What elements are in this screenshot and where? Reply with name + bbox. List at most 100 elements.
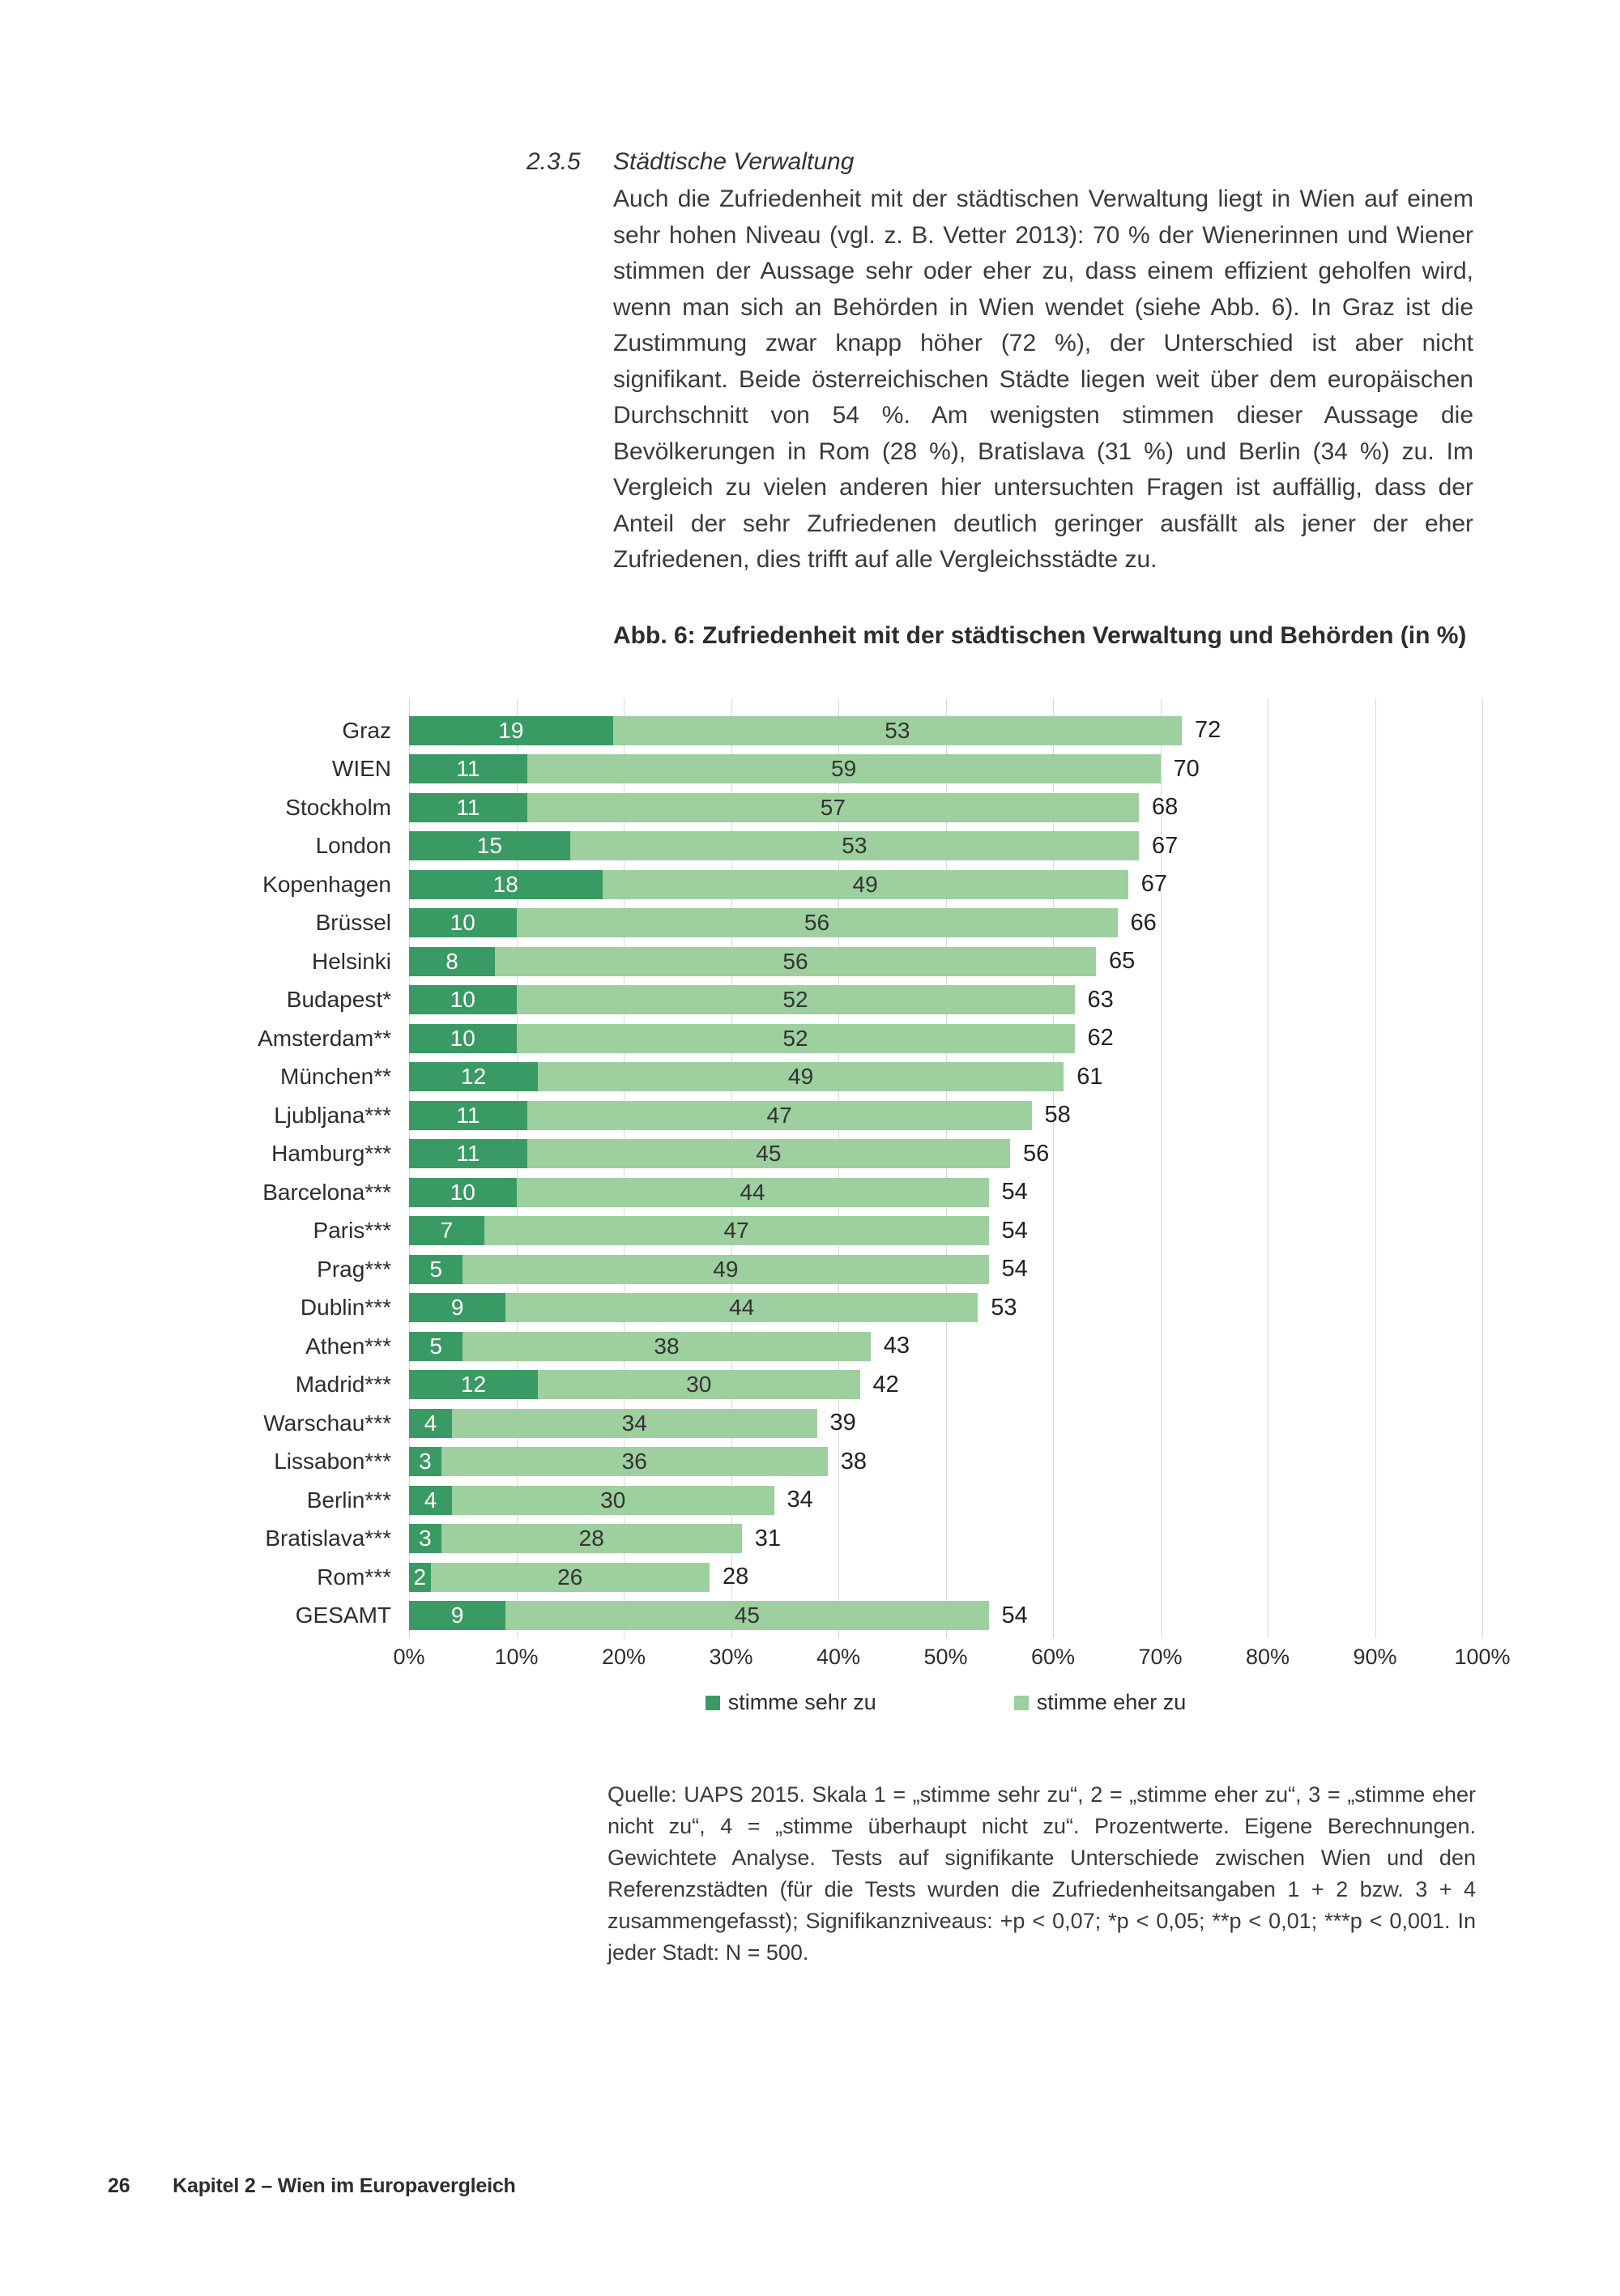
segment-stimme-sehr-zu: 4 xyxy=(409,1485,452,1515)
category-label: Ljubljana*** xyxy=(274,1102,391,1128)
chart-row: Brüssel 10 56 66 xyxy=(316,904,1482,943)
bar-track: 4 30 34 xyxy=(409,1485,1482,1515)
legend-label: stimme eher zu xyxy=(1036,1690,1187,1714)
x-tick-label: 30% xyxy=(709,1645,753,1669)
segment-stimme-sehr-zu: 10 xyxy=(409,1177,517,1207)
segment-stimme-sehr-zu: 11 xyxy=(409,1139,527,1169)
segment-stimme-sehr-zu: 7 xyxy=(409,1216,484,1246)
segment-stimme-eher-zu: 52 xyxy=(516,985,1075,1015)
segment-value: 56 xyxy=(782,948,808,974)
bar-track: 18 49 67 xyxy=(409,869,1482,899)
chart-row: GESAMT 9 45 54 xyxy=(296,1597,1482,1636)
total-label: 58 xyxy=(1044,1102,1071,1129)
segment-stimme-eher-zu: 26 xyxy=(430,1562,710,1592)
category-label: London xyxy=(315,833,391,859)
segment-stimme-eher-zu: 53 xyxy=(569,831,1139,861)
segment-stimme-sehr-zu: 8 xyxy=(409,946,495,976)
segment-value: 19 xyxy=(498,717,524,743)
category-label: München** xyxy=(280,1064,391,1090)
chart-row: Rom*** 2 26 28 xyxy=(317,1558,1482,1597)
segment-value: 47 xyxy=(723,1218,749,1244)
bar-track: 15 53 67 xyxy=(409,831,1482,861)
x-tick-label: 50% xyxy=(923,1645,968,1669)
segment-value: 38 xyxy=(654,1333,680,1359)
segment-value: 30 xyxy=(686,1372,712,1398)
chart-row: Kopenhagen 18 49 67 xyxy=(262,865,1482,904)
category-label: Madrid*** xyxy=(295,1372,391,1398)
segment-value: 49 xyxy=(788,1064,814,1090)
category-label: Rom*** xyxy=(317,1564,391,1590)
x-tick-label: 10% xyxy=(494,1645,539,1669)
segment-value: 53 xyxy=(885,717,910,743)
total-label: 39 xyxy=(829,1410,856,1436)
gridline xyxy=(1160,698,1162,1638)
x-tick-label: 90% xyxy=(1353,1645,1397,1669)
chart-legend: stimme sehr zu stimme eher zu xyxy=(409,1690,1482,1715)
bar-track: 11 45 56 xyxy=(409,1139,1482,1169)
segment-value: 44 xyxy=(740,1179,765,1205)
segment-stimme-eher-zu: 30 xyxy=(538,1370,860,1400)
segment-stimme-sehr-zu: 5 xyxy=(409,1331,463,1361)
bar-track: 5 38 43 xyxy=(409,1331,1482,1361)
segment-value: 57 xyxy=(820,794,846,820)
segment-value: 49 xyxy=(713,1256,739,1282)
legend-item: stimme eher zu xyxy=(1013,1690,1187,1715)
segment-stimme-sehr-zu: 19 xyxy=(409,715,613,745)
chart-plot-area: Graz 19 53 72 WIEN 11 59 70 Stockholm 11 57 68 Londo… xyxy=(258,698,1483,1638)
chart-row: Hamburg*** 11 45 56 xyxy=(271,1135,1482,1174)
bar-track: 11 47 58 xyxy=(409,1100,1482,1130)
x-tick-label: 80% xyxy=(1245,1645,1290,1669)
bar-track: 11 57 68 xyxy=(409,792,1482,822)
chart-row: Bratislava*** 3 28 31 xyxy=(265,1520,1482,1559)
segment-stimme-sehr-zu: 9 xyxy=(409,1293,506,1323)
chart-row: Budapest* 10 52 63 xyxy=(287,981,1482,1020)
category-label: Hamburg*** xyxy=(271,1141,391,1167)
segment-value: 4 xyxy=(424,1410,437,1436)
legend-swatch xyxy=(705,1695,720,1710)
total-label: 70 xyxy=(1173,755,1200,782)
segment-stimme-eher-zu: 47 xyxy=(526,1100,1032,1130)
total-label: 54 xyxy=(1001,1602,1028,1628)
total-label: 42 xyxy=(872,1371,899,1398)
x-tick-label: 0% xyxy=(393,1645,425,1669)
chart-row: London 15 53 67 xyxy=(316,827,1482,866)
segment-value: 44 xyxy=(729,1295,755,1321)
chapter-title: Kapitel 2 – Wien im Europavergleich xyxy=(173,2174,516,2197)
bar-track: 3 28 31 xyxy=(409,1524,1482,1554)
segment-stimme-eher-zu: 38 xyxy=(463,1331,871,1361)
figure-title: Abb. 6: Zufriedenheit mit der städtische… xyxy=(613,622,1467,649)
category-label: Berlin*** xyxy=(306,1487,391,1513)
category-label: Lissabon*** xyxy=(274,1449,391,1474)
total-label: 28 xyxy=(723,1564,749,1590)
segment-stimme-eher-zu: 28 xyxy=(441,1524,742,1554)
chart-row: Berlin*** 4 30 34 xyxy=(307,1481,1482,1520)
segment-stimme-sehr-zu: 9 xyxy=(409,1601,506,1631)
category-label: WIEN xyxy=(331,756,391,782)
segment-value: 30 xyxy=(600,1487,626,1513)
segment-value: 47 xyxy=(766,1102,792,1128)
segment-stimme-sehr-zu: 5 xyxy=(409,1254,463,1284)
bar-track: 10 44 54 xyxy=(409,1177,1482,1207)
total-label: 53 xyxy=(991,1294,1017,1321)
total-label: 54 xyxy=(1001,1179,1028,1206)
x-tick-label: 70% xyxy=(1138,1645,1183,1669)
total-label: 34 xyxy=(787,1487,813,1513)
chart-row: WIEN 11 59 70 xyxy=(332,750,1482,789)
segment-value: 11 xyxy=(456,1102,480,1128)
bar-track: 7 47 54 xyxy=(409,1216,1482,1246)
total-label: 56 xyxy=(1023,1140,1050,1167)
chart-row: Athen*** 5 38 43 xyxy=(305,1327,1482,1366)
category-label: Athen*** xyxy=(305,1333,391,1359)
legend-swatch xyxy=(1013,1695,1029,1710)
segment-stimme-eher-zu: 44 xyxy=(516,1177,989,1207)
x-axis: 0% 10% 20% 30% 40% 50% 60% 70% 80% 90% 100% xyxy=(393,1645,1510,1674)
chart-row: München** 12 49 61 xyxy=(280,1058,1482,1097)
segment-stimme-eher-zu: 45 xyxy=(505,1601,989,1631)
segment-value: 49 xyxy=(852,871,878,897)
category-label: Prag*** xyxy=(317,1256,391,1282)
segment-stimme-eher-zu: 59 xyxy=(526,754,1161,784)
total-label: 68 xyxy=(1152,794,1179,821)
category-label: Helsinki xyxy=(311,948,391,974)
category-label: Kopenhagen xyxy=(262,871,391,897)
gridline xyxy=(1482,698,1483,1638)
